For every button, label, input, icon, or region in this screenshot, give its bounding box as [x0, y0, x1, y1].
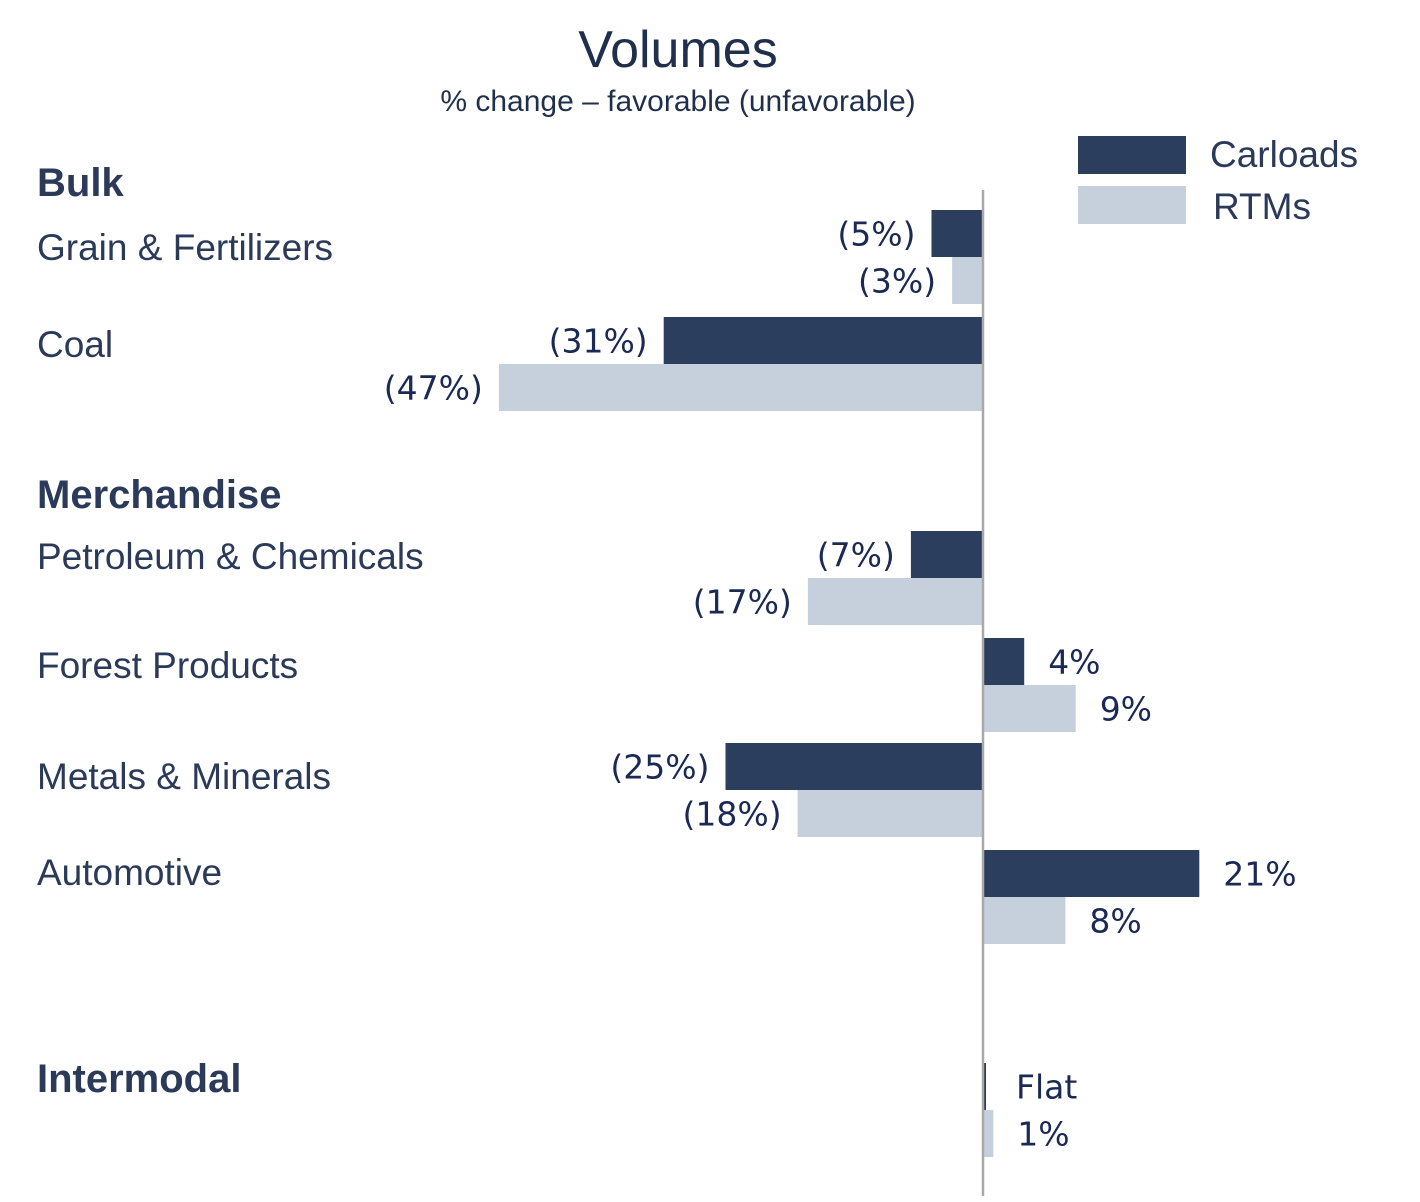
bar-rtms-coal — [498, 364, 983, 411]
data-label-rtms-coal: (47%) — [384, 369, 483, 408]
category-label-automotive: Automotive — [37, 852, 222, 893]
bar-rtms-forest-products — [983, 685, 1076, 732]
data-label-rtms-forest-products: 9% — [1100, 690, 1152, 729]
bar-carloads-intermodal — [983, 1063, 986, 1110]
legend-label-carloads: Carloads — [1210, 134, 1358, 175]
category-label-grain-and-fertilizers: Grain & Fertilizers — [37, 227, 333, 268]
section-label-bulk: Bulk — [37, 161, 124, 205]
chart-subtitle: % change – favorable (unfavorable) — [440, 85, 915, 118]
data-label-rtms-metals-and-minerals: (18%) — [682, 795, 781, 834]
bar-rtms-petroleum-and-chemicals — [807, 578, 983, 625]
category-label-petroleum-and-chemicals: Petroleum & Chemicals — [37, 536, 424, 577]
bar-rtms-grain-and-fertilizers — [952, 257, 983, 304]
bars-layer: (5%) (3%) (31%) (47%) (7%) (17%) 4%9% (25%) (18%… — [384, 210, 1297, 1157]
data-label-carloads-metals-and-minerals: (25%) — [610, 748, 709, 787]
bar-carloads-petroleum-and-chemicals — [910, 531, 983, 578]
chart-title: Volumes — [578, 21, 777, 79]
data-label-carloads-coal: (31%) — [549, 322, 648, 361]
data-label-rtms-petroleum-and-chemicals: (17%) — [693, 583, 792, 622]
category-label-forest-products: Forest Products — [37, 645, 298, 686]
data-label-rtms-intermodal: 1% — [1017, 1115, 1069, 1154]
bar-rtms-automotive — [983, 897, 1066, 944]
data-label-carloads-automotive: 21% — [1223, 855, 1296, 894]
category-label-coal: Coal — [37, 324, 113, 365]
data-label-carloads-grain-and-fertilizers: (5%) — [837, 215, 915, 254]
bar-carloads-grain-and-fertilizers — [931, 210, 983, 257]
bar-carloads-metals-and-minerals — [725, 743, 983, 790]
legend-swatch-carloads — [1078, 136, 1186, 174]
section-label-intermodal: Intermodal — [37, 1057, 241, 1101]
section-label-merchandise: Merchandise — [37, 473, 282, 517]
legend-swatch-rtms — [1078, 186, 1186, 224]
bar-rtms-metals-and-minerals — [797, 790, 983, 837]
data-label-carloads-intermodal: Flat — [1016, 1068, 1077, 1107]
data-label-carloads-forest-products: 4% — [1048, 643, 1100, 682]
bar-carloads-forest-products — [983, 638, 1025, 685]
bar-carloads-coal — [663, 317, 983, 364]
legend-label-rtms: RTMs — [1213, 186, 1311, 227]
category-label-metals-and-minerals: Metals & Minerals — [37, 756, 331, 797]
bar-rtms-intermodal — [983, 1110, 994, 1157]
data-label-rtms-automotive: 8% — [1089, 902, 1141, 941]
data-label-carloads-petroleum-and-chemicals: (7%) — [817, 536, 895, 575]
bar-carloads-automotive — [983, 850, 1200, 897]
legend: Carloads RTMs — [1078, 134, 1358, 227]
data-label-rtms-grain-and-fertilizers: (3%) — [858, 262, 936, 301]
